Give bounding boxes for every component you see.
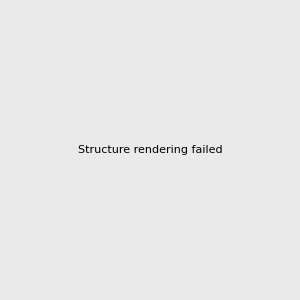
Text: Structure rendering failed: Structure rendering failed bbox=[78, 145, 222, 155]
